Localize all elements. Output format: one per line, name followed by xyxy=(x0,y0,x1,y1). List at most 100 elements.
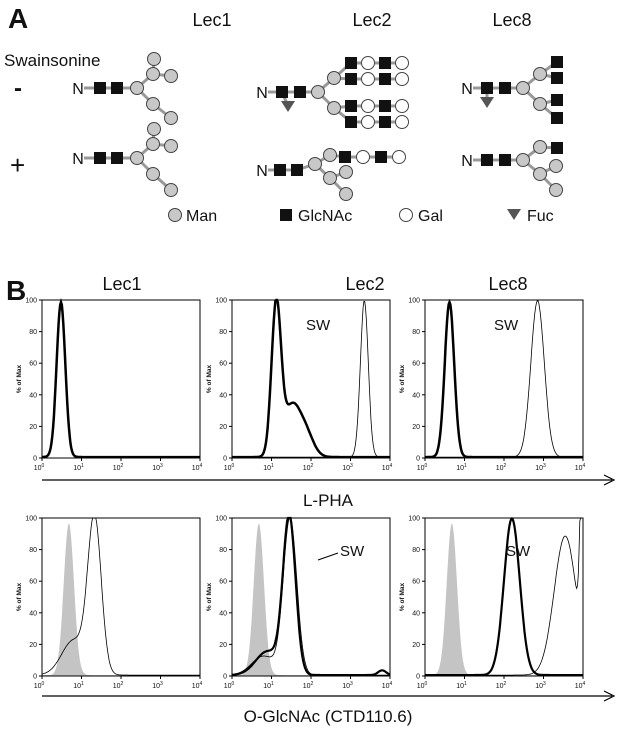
glcnac xyxy=(339,151,351,163)
x-tick-label: 103 xyxy=(342,463,353,472)
glcnac xyxy=(551,56,563,68)
x-tick-label: 104 xyxy=(192,463,203,472)
x-tick-exponent: 2 xyxy=(121,463,124,469)
x-tick-base: 10 xyxy=(34,465,42,472)
glcnac xyxy=(280,209,292,221)
mannose xyxy=(146,167,160,181)
x-tick-exponent: 3 xyxy=(160,681,163,687)
column-header: Lec1 xyxy=(102,274,141,294)
x-tick-label: 100 xyxy=(34,681,45,690)
x-tick-exponent: 0 xyxy=(232,681,235,687)
glycan-root: N xyxy=(72,151,84,168)
x-tick-base: 10 xyxy=(152,683,160,690)
histogram xyxy=(425,517,583,676)
mannose xyxy=(327,101,341,115)
glycan-root: N xyxy=(72,81,84,98)
mannose xyxy=(516,153,530,167)
y-tick-label: 20 xyxy=(29,424,37,431)
x-tick-base: 10 xyxy=(342,465,350,472)
x-tick-exponent: 3 xyxy=(350,463,353,469)
x-tick-exponent: 2 xyxy=(504,681,507,687)
fucose xyxy=(507,209,521,220)
y-tick-label: 80 xyxy=(29,329,37,336)
x-tick-base: 10 xyxy=(342,683,350,690)
y-tick-label: 100 xyxy=(408,298,420,305)
x-tick-base: 10 xyxy=(73,465,81,472)
x-tick-base: 10 xyxy=(263,683,271,690)
y-tick-label: 40 xyxy=(219,610,227,617)
y-tick-label: 0 xyxy=(416,674,420,681)
x-tick-exponent: 2 xyxy=(311,463,314,469)
column-header: Lec1 xyxy=(192,10,231,30)
mannose xyxy=(164,183,178,197)
y-tick-label: 80 xyxy=(412,547,420,554)
y-tick-label: 60 xyxy=(412,361,420,368)
x-tick-base: 10 xyxy=(417,683,425,690)
x-tick-exponent: 2 xyxy=(504,463,507,469)
column-header: Lec2 xyxy=(345,274,384,294)
fucose xyxy=(480,97,494,108)
x-tick-base: 10 xyxy=(575,683,583,690)
glcnac xyxy=(94,82,106,94)
legend-label: GlcNAc xyxy=(298,208,352,225)
glcnac xyxy=(111,152,123,164)
y-tick-label: 0 xyxy=(223,674,227,681)
control-histogram xyxy=(425,523,583,676)
x-tick-exponent: 0 xyxy=(232,463,235,469)
y-tick-label: 100 xyxy=(215,516,227,523)
galactose xyxy=(395,56,409,70)
x-tick-label: 103 xyxy=(152,463,163,472)
x-tick-exponent: 0 xyxy=(42,463,45,469)
mannose xyxy=(164,139,178,153)
mannose xyxy=(533,167,547,181)
glcnac xyxy=(379,57,391,69)
x-tick-exponent: 4 xyxy=(583,681,586,687)
y-axis-label: % of Max xyxy=(206,583,213,612)
glcnac xyxy=(379,100,391,112)
glycan-root: N xyxy=(256,85,268,102)
control-histogram xyxy=(232,523,390,676)
legend-label: Man xyxy=(186,208,217,225)
x-tick-label: 101 xyxy=(73,681,84,690)
histogram xyxy=(232,301,390,458)
y-axis-label: % of Max xyxy=(16,365,23,394)
mannose xyxy=(164,69,178,83)
panel-label: A xyxy=(8,3,28,34)
galactose xyxy=(395,115,409,129)
x-tick-label: 104 xyxy=(382,463,393,472)
x-tick-base: 10 xyxy=(303,465,311,472)
y-tick-label: 100 xyxy=(25,516,37,523)
x-tick-base: 10 xyxy=(113,465,121,472)
x-tick-exponent: 2 xyxy=(121,681,124,687)
x-tick-base: 10 xyxy=(382,683,390,690)
column-header: Lec8 xyxy=(488,274,527,294)
x-tick-label: 103 xyxy=(535,681,546,690)
x-tick-base: 10 xyxy=(113,683,121,690)
glcnac xyxy=(499,82,511,94)
mannose xyxy=(323,171,337,185)
mannose xyxy=(147,122,161,136)
x-tick-label: 103 xyxy=(342,681,353,690)
x-tick-exponent: 4 xyxy=(583,463,586,469)
mannose xyxy=(146,137,160,151)
galactose xyxy=(361,115,375,129)
row-label: + xyxy=(10,150,25,180)
mannose xyxy=(549,159,563,173)
x-tick-label: 104 xyxy=(382,681,393,690)
x-tick-base: 10 xyxy=(152,465,160,472)
x-tick-label: 102 xyxy=(113,681,124,690)
y-tick-label: 60 xyxy=(412,579,420,586)
row-label: - xyxy=(14,75,22,102)
y-tick-label: 100 xyxy=(25,298,37,305)
x-tick-label: 100 xyxy=(224,463,235,472)
x-tick-exponent: 4 xyxy=(390,463,393,469)
x-tick-exponent: 4 xyxy=(200,463,203,469)
galactose xyxy=(356,150,370,164)
x-tick-base: 10 xyxy=(456,465,464,472)
y-tick-label: 100 xyxy=(408,516,420,523)
x-tick-base: 10 xyxy=(73,683,81,690)
x-tick-label: 103 xyxy=(152,681,163,690)
x-axis-label: L-PHA xyxy=(303,491,354,510)
x-tick-label: 101 xyxy=(263,681,274,690)
